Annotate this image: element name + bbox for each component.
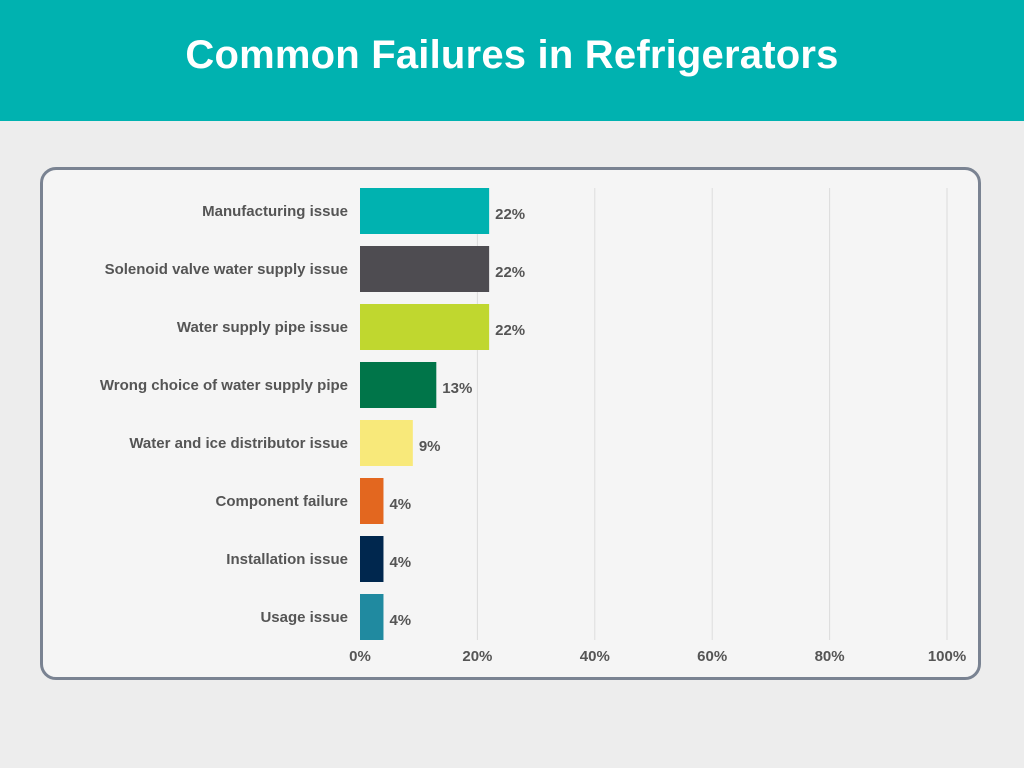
value-label: 4% [389,496,411,513]
bar [360,188,490,234]
value-label: 22% [495,206,525,223]
bar [360,246,490,292]
bar [360,420,413,466]
category-label: Installation issue [226,551,348,568]
value-label: 4% [389,612,411,629]
x-tick-label: 0% [349,648,371,665]
category-label: Wrong choice of water supply pipe [100,377,348,394]
category-label: Water and ice distributor issue [129,435,348,452]
bar [360,594,384,640]
bar [360,478,384,524]
value-label: 13% [442,380,472,397]
category-label: Solenoid valve water supply issue [105,261,348,278]
x-tick-label: 20% [462,648,492,665]
value-label: 22% [495,264,525,281]
x-tick-label: 40% [580,648,610,665]
value-label: 22% [495,322,525,339]
bar [360,536,384,582]
header-banner: Common Failures in Refrigerators [0,0,1024,121]
bar [360,304,490,350]
bar [360,362,437,408]
x-tick-label: 80% [815,648,845,665]
x-tick-label: 60% [697,648,727,665]
category-label: Manufacturing issue [202,203,348,220]
value-label: 4% [389,554,411,571]
value-label: 9% [419,438,441,455]
chart-title: Common Failures in Refrigerators [185,33,839,77]
chart-panel [40,167,981,680]
category-label: Usage issue [260,609,348,626]
category-label: Water supply pipe issue [177,319,348,336]
category-label: Component failure [215,493,348,510]
x-tick-label: 100% [928,648,966,665]
